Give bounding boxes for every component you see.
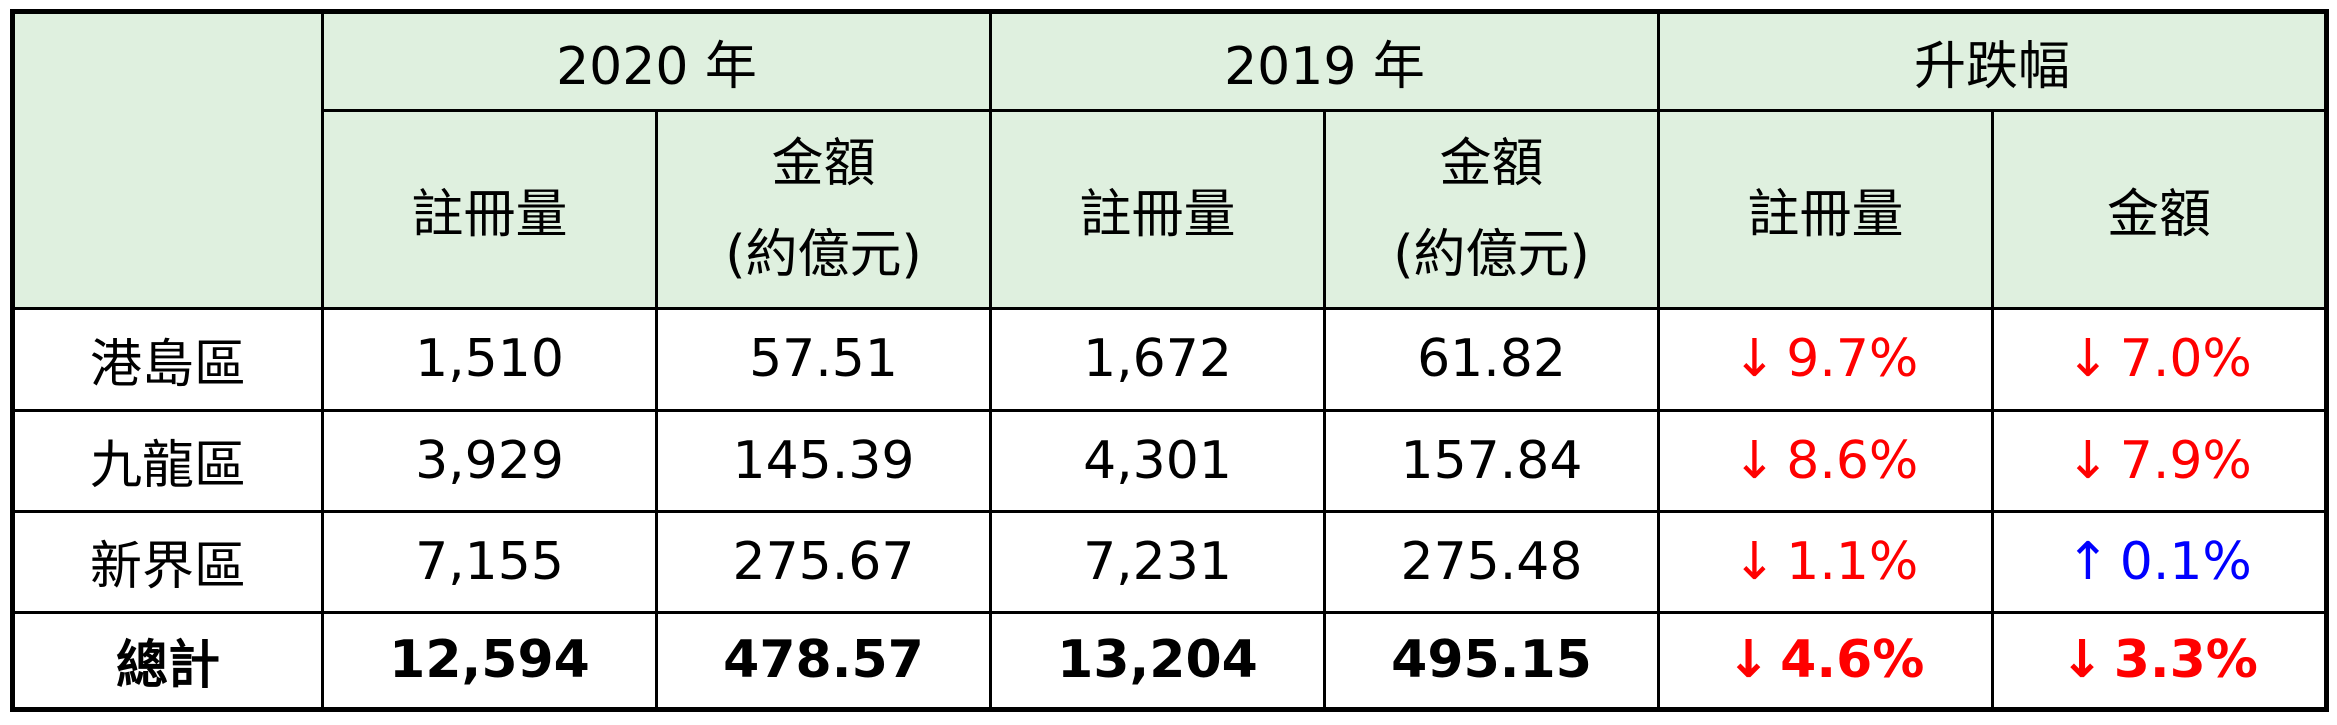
col-header-2020-volume: 註冊量 [321, 109, 658, 311]
table-row-new-territories: 新界區 7,155 275.67 7,231 275.48 ↓ 1.1% ↑ 0.1… [11, 509, 2329, 614]
group-header-2020: 2020 年 [321, 9, 992, 113]
cell-change-amount: ↓ 7.0% [1990, 307, 2329, 412]
region-label: 港島區 [11, 307, 324, 412]
down-arrow-icon: ↓ [2066, 329, 2110, 390]
cell-2019-amount: 157.84 [1323, 408, 1660, 513]
cell-2019-volume: 1,672 [989, 307, 1326, 412]
table-row-total: 總計 12,594 478.57 13,204 495.15 ↓ 4.6% ↓ 3.… [11, 610, 2329, 712]
group-header-change: 升跌幅 [1656, 9, 2329, 113]
registrations-comparison-table: 2020 年 2019 年 升跌幅 註冊量 金額 (約億元) 註冊量 金額 (約… [10, 9, 2330, 712]
cell-2019-volume: 13,204 [989, 610, 1326, 712]
cell-2019-volume: 7,231 [989, 509, 1326, 614]
cell-2020-amount: 275.67 [655, 509, 992, 614]
cell-change-volume: ↓ 9.7% [1657, 307, 1994, 412]
change-value: 7.0% [2119, 329, 2252, 390]
change-value: 9.7% [1786, 329, 1919, 390]
col-header-2019-amount: 金額 (約億元) [1323, 109, 1660, 311]
col-header-2019-volume: 註冊量 [989, 109, 1326, 311]
table-row-kowloon: 九龍區 3,929 145.39 4,301 157.84 ↓ 8.6% ↓ 7.9… [11, 408, 2329, 513]
cell-2020-volume: 1,510 [321, 307, 658, 412]
table-row-hong-kong-island: 港島區 1,510 57.51 1,672 61.82 ↓ 9.7% ↓ 7.0% [11, 307, 2329, 412]
cell-2020-amount: 145.39 [655, 408, 992, 513]
change-value: 3.3% [2113, 630, 2258, 691]
cell-2019-volume: 4,301 [989, 408, 1326, 513]
change-value: 0.1% [2119, 531, 2252, 592]
down-arrow-icon: ↓ [1732, 329, 1777, 390]
amount-unit-label: (約億元) [1393, 224, 1590, 285]
col-header-change-volume: 註冊量 [1657, 109, 1994, 311]
region-label: 九龍區 [11, 408, 324, 513]
cell-2019-amount: 275.48 [1323, 509, 1660, 614]
region-label: 新界區 [11, 509, 324, 614]
corner-blank-cell [11, 9, 324, 311]
cell-change-volume: ↓ 8.6% [1657, 408, 1994, 513]
down-arrow-icon: ↓ [2066, 430, 2110, 491]
amount-unit-label: (約億元) [725, 224, 922, 285]
col-header-change-amount: 金額 [1990, 109, 2329, 311]
change-value: 7.9% [2119, 430, 2252, 491]
cell-change-volume: ↓ 1.1% [1657, 509, 1994, 614]
cell-2019-amount: 61.82 [1323, 307, 1660, 412]
down-arrow-icon: ↓ [1732, 430, 1777, 491]
cell-change-amount: ↓ 3.3% [1990, 610, 2329, 712]
change-value: 4.6% [1780, 630, 1925, 691]
cell-change-volume: ↓ 4.6% [1657, 610, 1994, 712]
cell-2020-amount: 478.57 [655, 610, 992, 712]
cell-2020-amount: 57.51 [655, 307, 992, 412]
cell-2019-amount: 495.15 [1323, 610, 1660, 712]
up-arrow-icon: ↑ [2066, 531, 2110, 592]
amount-label: 金額 [771, 133, 876, 194]
header-group-row: 2020 年 2019 年 升跌幅 [11, 9, 2329, 311]
cell-change-amount: ↓ 7.9% [1990, 408, 2329, 513]
down-arrow-icon: ↓ [2060, 630, 2104, 691]
cell-2020-volume: 12,594 [321, 610, 658, 712]
down-arrow-icon: ↓ [1726, 630, 1771, 691]
change-value: 1.1% [1786, 531, 1919, 592]
header-sub-row: 註冊量 金額 (約億元) 註冊量 金額 (約億元) 註冊量 金額 [13, 109, 2329, 311]
cell-2020-volume: 3,929 [321, 408, 658, 513]
total-label: 總計 [11, 610, 324, 712]
down-arrow-icon: ↓ [1732, 531, 1777, 592]
cell-2020-volume: 7,155 [321, 509, 658, 614]
cell-change-amount: ↑ 0.1% [1990, 509, 2329, 614]
group-header-2019: 2019 年 [989, 9, 1660, 113]
change-value: 8.6% [1786, 430, 1919, 491]
amount-label: 金額 [1439, 133, 1544, 194]
col-header-2020-amount: 金額 (約億元) [655, 109, 992, 311]
